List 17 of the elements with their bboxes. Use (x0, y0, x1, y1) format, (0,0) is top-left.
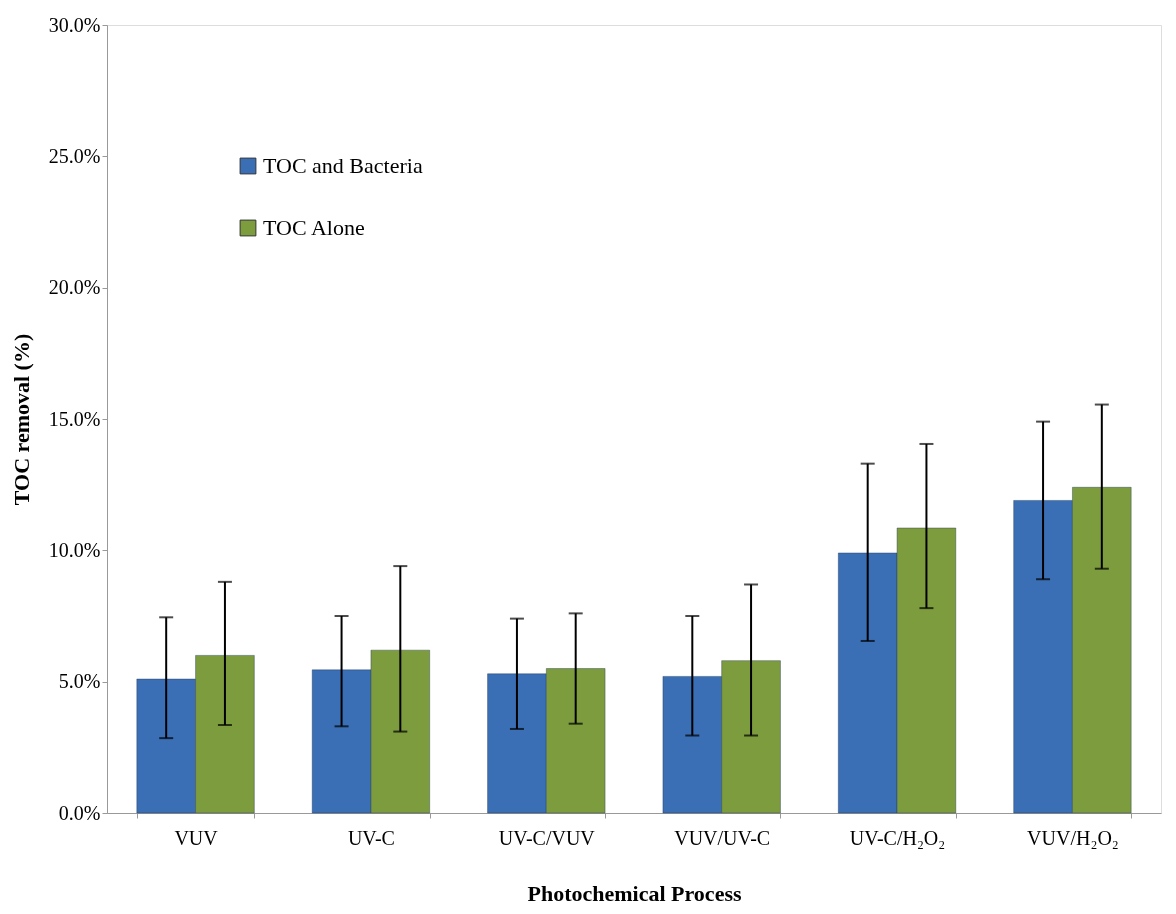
y-axis-title: TOC removal (%) (8, 333, 34, 506)
x-axis-title: Photochemical Process (527, 880, 742, 906)
y-tick-label: 20.0% (48, 276, 101, 299)
y-tick-label: 15.0% (48, 407, 101, 430)
x-tick-label: UV-C (347, 826, 395, 849)
x-tick-label: VUV (174, 826, 219, 849)
y-tick-label: 10.0% (48, 538, 101, 561)
y-tick-label: 0.0% (58, 801, 101, 824)
legend-label: TOC Alone (263, 215, 365, 240)
legend-label: TOC and Bacteria (263, 153, 423, 178)
y-tick-label: 5.0% (58, 670, 101, 693)
y-tick-label: 30.0% (48, 13, 101, 36)
x-tick-label: VUV/UV-C (674, 826, 771, 849)
x-tick-label: VUV/H₂O₂ (1027, 826, 1119, 849)
x-tick-label: UV-C/VUV (498, 826, 596, 849)
y-tick-label: 25.0% (48, 144, 101, 167)
x-tick-label: UV-C/H₂O₂ (849, 826, 946, 849)
